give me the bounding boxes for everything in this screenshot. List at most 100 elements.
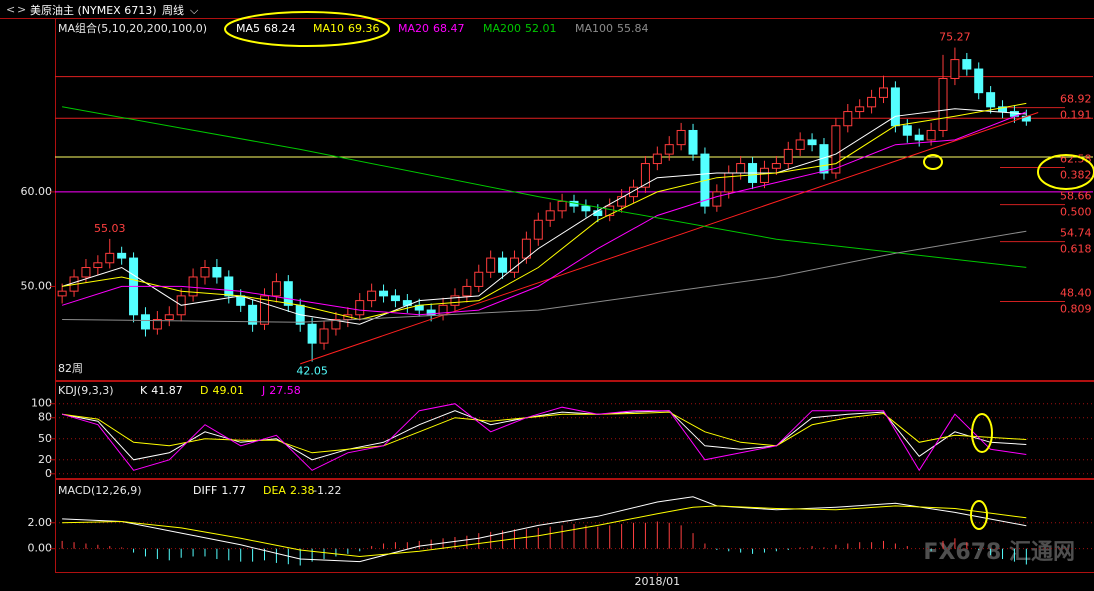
- legend-value: 52.01: [525, 22, 557, 35]
- legend-value: 49.01: [212, 384, 244, 397]
- fib-price: 48.40: [1060, 287, 1092, 300]
- candle-body: [605, 205, 615, 217]
- y-tick-label: 2.00: [28, 516, 53, 529]
- legend-entry: J 27.58: [261, 384, 301, 397]
- watermark: FX678 汇通网: [923, 540, 1075, 565]
- y-tick-label: 50: [38, 432, 52, 445]
- indicator-line: [62, 230, 1027, 323]
- candle-body: [962, 59, 972, 70]
- candle-body: [283, 281, 293, 306]
- candle-body: [533, 219, 543, 240]
- candle-body: [688, 129, 698, 155]
- candle-body: [117, 252, 127, 259]
- indicator-line: [62, 106, 1027, 268]
- indicator-line: [62, 496, 1027, 563]
- indicator-line: [61, 111, 1027, 316]
- indicator-line: [61, 403, 1027, 472]
- candle-body: [390, 295, 400, 302]
- candle-body: [843, 111, 853, 127]
- candle-body: [771, 163, 781, 169]
- candle-body: [831, 125, 841, 174]
- candle-body: [260, 295, 270, 325]
- candle-body: [486, 257, 496, 273]
- indicator-line: [62, 410, 1027, 461]
- fib-ratio: 0.191: [1060, 109, 1092, 122]
- candle-body: [81, 267, 91, 278]
- legend-title: MA组合(5,10,20,200,100,0): [58, 21, 207, 35]
- candle-body: [640, 163, 650, 188]
- candle-body: [950, 59, 960, 79]
- main-frame: [55, 18, 1094, 381]
- legend-entry: MA100 55.84: [575, 22, 649, 35]
- candle-body: [355, 300, 365, 316]
- period-selector[interactable]: 周线: [162, 3, 184, 17]
- macd-frame: [55, 479, 1094, 573]
- candle-body: [867, 96, 877, 108]
- y-tick-label: 0: [45, 467, 52, 480]
- legend-value: 41.87: [151, 384, 183, 397]
- period-dropdown-arrow[interactable]: ⌵: [190, 4, 199, 17]
- candle-body: [617, 196, 627, 207]
- prev-button[interactable]: <: [6, 3, 15, 16]
- candle-body: [152, 319, 162, 330]
- legend-name: J: [261, 384, 265, 397]
- candle-body: [581, 205, 591, 212]
- candle-body: [795, 139, 805, 150]
- price-annotation: 42.05: [296, 365, 328, 378]
- y-tick-label: 100: [31, 397, 52, 410]
- legend-value: 68.24: [264, 22, 296, 35]
- candle-body: [271, 281, 281, 297]
- candle-body: [367, 290, 377, 302]
- legend-name: K: [140, 384, 148, 397]
- legend-name: MA5: [236, 22, 260, 35]
- candle-body: [783, 148, 793, 165]
- legend-entry: MA200 52.01: [483, 22, 557, 35]
- candle-body: [164, 314, 174, 321]
- candle-body: [426, 309, 436, 316]
- candle-body: [652, 153, 662, 165]
- legend-name: D: [200, 384, 208, 397]
- candle-body: [307, 323, 317, 344]
- highlight: [1037, 154, 1094, 190]
- highlight: [970, 500, 988, 530]
- legend-value: 27.58: [269, 384, 301, 397]
- legend-title: KDJ(9,3,3): [58, 384, 114, 397]
- candle-body: [914, 134, 924, 141]
- marks: 60.0050.002018/0168.920.19162.580.38258.…: [21, 21, 1093, 588]
- candle-body: [462, 285, 472, 297]
- legend-entry: MA5 68.24: [236, 22, 296, 35]
- indicator-line: [62, 102, 1027, 321]
- candle-body: [890, 87, 900, 127]
- candle-body: [629, 186, 639, 198]
- candle-body: [140, 314, 150, 330]
- candle-body: [319, 328, 329, 344]
- legend-value: -1.22: [313, 484, 341, 497]
- legend-entry: D 49.01: [200, 384, 244, 397]
- kdj-frame: [55, 381, 1094, 479]
- candle-body: [545, 210, 555, 221]
- next-button[interactable]: >: [17, 3, 26, 16]
- candle-body: [498, 257, 508, 273]
- instrument-title: 美原油主 (NYMEX 6713): [30, 3, 157, 17]
- legend-name: DEA: [263, 484, 286, 497]
- price-annotation: 55.03: [94, 222, 126, 235]
- candle-body: [188, 276, 198, 297]
- candle-body: [998, 106, 1008, 113]
- legend-title: MACD(12,26,9): [58, 484, 142, 497]
- candle-body: [379, 290, 389, 297]
- candle-body: [593, 210, 603, 217]
- y-tick-label: 50.00: [21, 279, 53, 292]
- y-tick-label: 0.00: [28, 542, 53, 555]
- candle-body: [902, 125, 912, 136]
- indicator-line: [61, 108, 1027, 325]
- panel-frames: [55, 18, 1094, 573]
- fib-price: 68.92: [1060, 93, 1092, 106]
- price-annotation: 75.27: [939, 31, 971, 44]
- legend-entry: MA20 68.47: [398, 22, 465, 35]
- x-tick-label: 2018/01: [634, 575, 680, 588]
- legend-value: 55.84: [617, 22, 649, 35]
- candle-body: [224, 276, 234, 297]
- candle-body: [712, 191, 722, 207]
- legend-entry: DIFF 1.77: [193, 484, 246, 497]
